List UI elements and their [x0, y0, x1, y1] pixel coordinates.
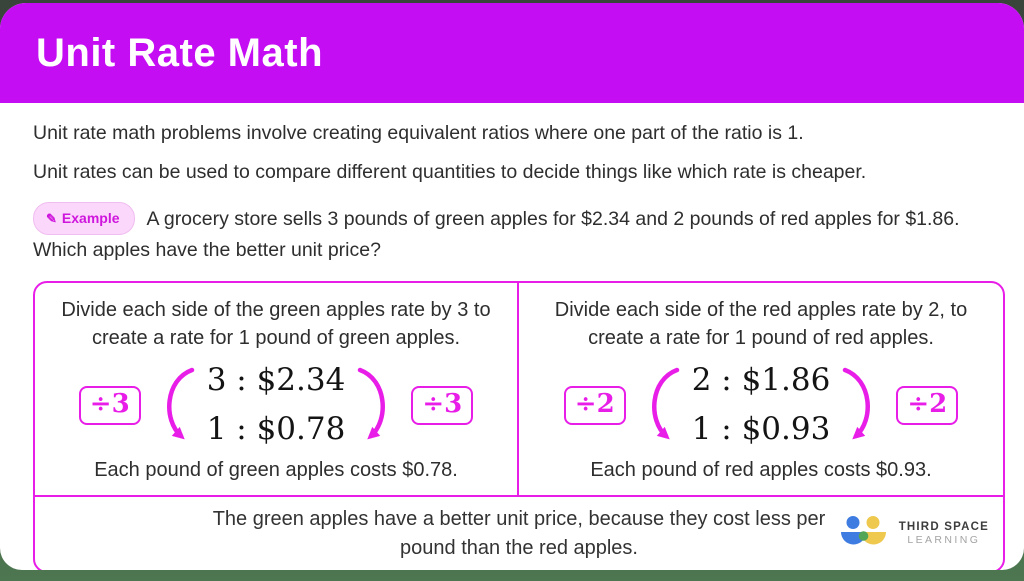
red-rate-unit: 1 : $0.93 [691, 411, 831, 448]
red-apples-cell: Divide each side of the red apples rate … [519, 283, 1003, 495]
red-instruction: Divide each side of the red apples rate … [554, 298, 968, 349]
conclusion-cell: The green apples have a better unit pric… [35, 494, 1003, 570]
tsl-logo-text: THIRD SPACE LEARNING [899, 521, 989, 546]
green-divisor-box-left: ÷3 [78, 385, 141, 425]
example-text: A grocery store sells 3 pounds of green … [33, 207, 960, 262]
red-divisor-box-right: ÷2 [896, 385, 959, 425]
curved-arrow-left-icon [651, 367, 679, 440]
pencil-icon: ✎ [46, 210, 57, 226]
green-instruction: Divide each side of the green apples rat… [61, 298, 491, 349]
green-rate-original: 3 : $2.34 [206, 361, 346, 398]
conclusion-text: The green apples have a better unit pric… [212, 507, 826, 559]
curved-arrow-left-icon [166, 367, 194, 440]
curved-arrow-right-icon [358, 367, 386, 440]
red-caption: Each pound of red apples costs $0.93. [590, 458, 932, 481]
red-divisor-box-left: ÷2 [563, 385, 626, 425]
solution-table: Divide each side of the green apples rat… [33, 280, 1005, 570]
example-badge-label: Example [61, 209, 120, 226]
intro-line-1: Unit rate math problems involve creating… [33, 122, 804, 144]
content-card: Unit Rate Math Unit rate math problems i… [0, 3, 1024, 570]
tsl-logo-mark-icon [840, 515, 886, 545]
green-apples-cell: Divide each side of the green apples rat… [35, 282, 519, 495]
green-rate-unit: 1 : $0.78 [206, 411, 346, 448]
green-math-row: ÷3 3 : $2.34 1 : $0.78 ÷3 [45, 352, 507, 457]
page-title: Unit Rate Math [36, 30, 323, 75]
example-badge: ✎ Example [33, 201, 135, 236]
red-math-row: ÷2 2 : $1.86 1 : $0.93 ÷2 [529, 352, 993, 457]
green-caption: Each pound of green apples costs $0.78. [94, 458, 458, 481]
third-space-learning-logo: THIRD SPACE LEARNING [840, 513, 989, 555]
intro-line-2: Unit rates can be used to compare differ… [33, 161, 867, 184]
green-divisor-box-right: ÷3 [411, 385, 474, 425]
intro-section: Unit rate math problems involve creating… [0, 103, 1024, 186]
page-header: Unit Rate Math [0, 3, 1024, 103]
tsl-logo-line1: THIRD SPACE [898, 521, 989, 534]
tsl-logo-line2: LEARNING [907, 534, 981, 547]
red-ratio-stack: 2 : $1.86 1 : $0.93 [692, 356, 831, 455]
curved-arrow-right-icon [843, 367, 871, 440]
green-ratio-stack: 3 : $2.34 1 : $0.78 [207, 356, 346, 455]
example-paragraph: ✎ Example A grocery store sells 3 pounds o… [33, 201, 994, 267]
red-rate-original: 2 : $1.86 [691, 361, 831, 398]
